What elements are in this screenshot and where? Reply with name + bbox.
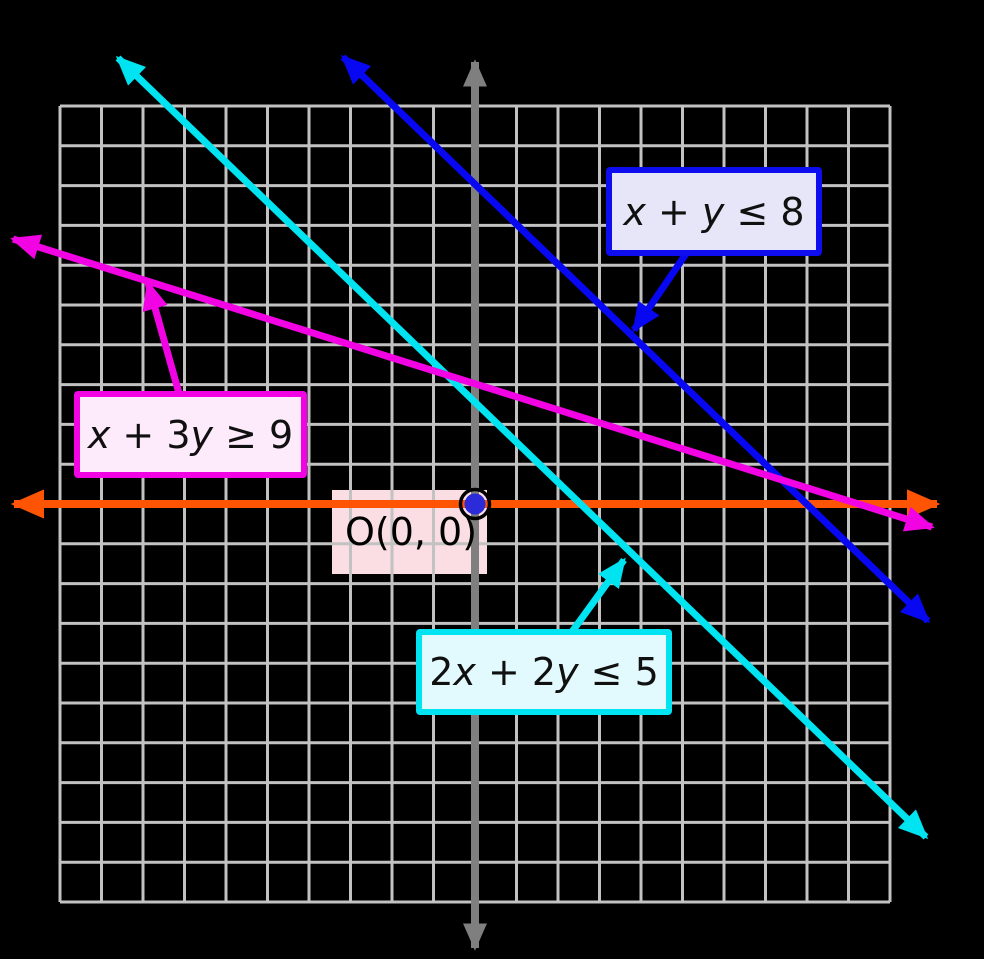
callout-arrow-cyan xyxy=(563,557,627,643)
label-box-x-plus-3y-geq-9: x + 3y ≥ 9 xyxy=(74,391,307,478)
eq-plus: + xyxy=(645,189,702,234)
origin-label: O(0, 0) xyxy=(344,510,478,554)
eq-relation: ≤ xyxy=(724,189,781,234)
eq-var-2: y xyxy=(701,189,725,234)
origin-point xyxy=(464,493,486,515)
eq-relation: ≤ xyxy=(578,650,635,694)
eq-coef-1: 2 xyxy=(429,650,454,694)
eq-relation: ≥ xyxy=(213,412,269,457)
equation-2x-plus-2y-leq-5: 2x + 2y ≤ 5 xyxy=(429,653,659,691)
callout-arrow-magenta xyxy=(142,280,186,405)
callout-arrow-blue xyxy=(631,246,693,333)
eq-var-1: x xyxy=(453,650,476,694)
eq-var-2: y xyxy=(190,412,214,457)
label-box-x-plus-y-leq-8: x + y ≤ 8 xyxy=(606,167,822,256)
eq-coef-2: 3 xyxy=(166,412,191,457)
label-box-2x-plus-2y-leq-5: 2x + 2y ≤ 5 xyxy=(416,629,672,715)
equation-x-plus-3y-geq-9: x + 3y ≥ 9 xyxy=(88,416,293,454)
eq-value: 8 xyxy=(780,189,805,234)
eq-value: 5 xyxy=(634,650,659,694)
origin-ring-icon xyxy=(458,487,492,521)
eq-plus: + xyxy=(475,650,532,694)
eq-var-1: x xyxy=(623,189,646,234)
eq-coef-2: 2 xyxy=(531,650,557,694)
eq-var-1: x xyxy=(87,412,111,457)
eq-var-2: y xyxy=(556,650,579,694)
eq-plus: + xyxy=(110,412,167,457)
eq-value: 9 xyxy=(269,412,294,457)
equation-x-plus-y-leq-8: x + y ≤ 8 xyxy=(623,193,804,231)
